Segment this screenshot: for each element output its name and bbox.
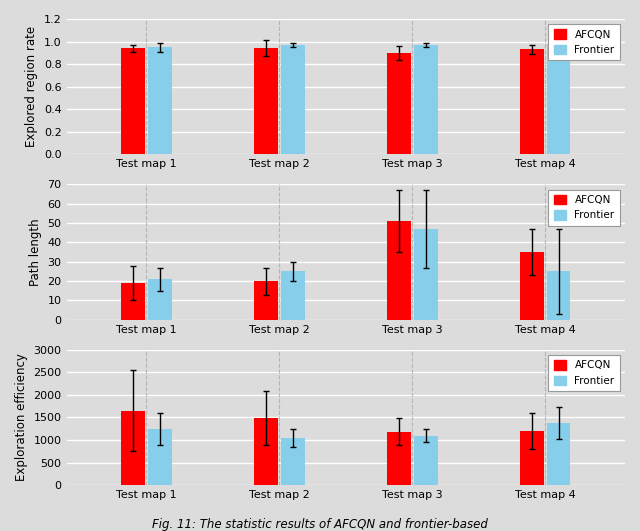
Legend: AFCQN, Frontier: AFCQN, Frontier [548, 24, 620, 61]
Legend: AFCQN, Frontier: AFCQN, Frontier [548, 355, 620, 391]
Bar [413, 435, 438, 485]
Bar [520, 431, 544, 485]
Legend: AFCQN, Frontier: AFCQN, Frontier [548, 190, 620, 226]
Bar [148, 47, 172, 155]
Bar [280, 271, 305, 320]
Y-axis label: Path length: Path length [29, 218, 42, 286]
Bar [254, 281, 278, 320]
Bar [121, 283, 145, 320]
Y-axis label: Explored region rate: Explored region rate [26, 26, 38, 147]
Bar [254, 418, 278, 485]
Bar [148, 429, 172, 485]
Bar [413, 229, 438, 320]
Text: Fig. 11: The statistic results of AFCQN and frontier-based: Fig. 11: The statistic results of AFCQN … [152, 518, 488, 531]
Bar [148, 279, 172, 320]
Bar [547, 44, 570, 155]
Bar [280, 438, 305, 485]
Bar [387, 432, 411, 485]
Bar [387, 53, 411, 155]
Bar [387, 221, 411, 320]
Y-axis label: Exploration efficiency: Exploration efficiency [15, 354, 28, 482]
Bar [547, 271, 570, 320]
Bar [121, 48, 145, 155]
Bar [520, 49, 544, 155]
Bar [413, 45, 438, 155]
Bar [520, 252, 544, 320]
Bar [121, 410, 145, 485]
Bar [280, 45, 305, 155]
Bar [547, 423, 570, 485]
Bar [254, 48, 278, 155]
